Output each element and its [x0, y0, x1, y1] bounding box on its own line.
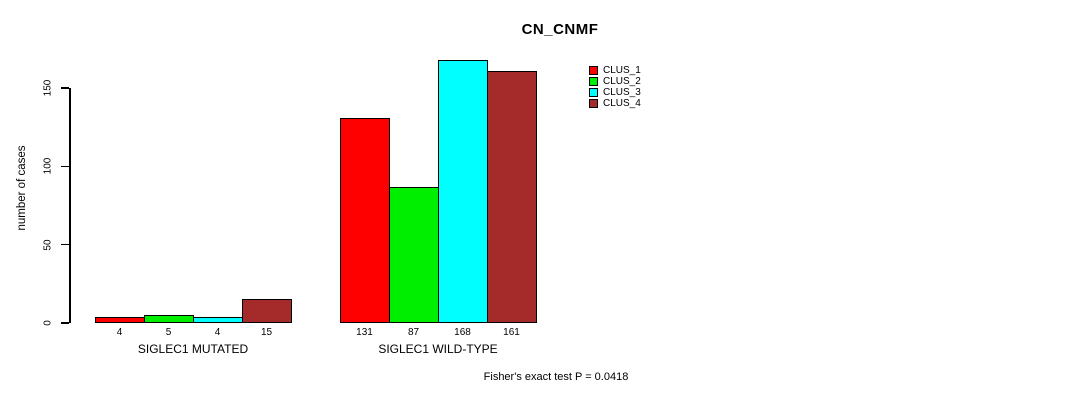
bar-clus_3-wildtype	[438, 59, 488, 323]
y-axis-tick	[61, 165, 69, 168]
bar-value-label: 131	[356, 327, 373, 338]
bar-value-label: 5	[165, 327, 172, 338]
bar-clus_1-wildtype	[340, 117, 390, 323]
bar-clus_4-mutated	[242, 299, 292, 323]
legend-swatch-icon	[589, 66, 598, 75]
y-axis-tick	[61, 243, 69, 246]
legend-label: CLUS_1	[603, 65, 641, 76]
bar-clus_2-mutated	[144, 315, 194, 323]
bar-clus_3-mutated	[193, 316, 243, 323]
y-axis-tick-label: 100	[42, 157, 54, 175]
category-label-mutated: SIGLEC1 MUTATED	[137, 342, 249, 356]
legend-label: CLUS_3	[603, 87, 641, 98]
bar-value-label: 161	[503, 327, 520, 338]
legend-label: CLUS_2	[603, 76, 641, 87]
bar-clus_4-wildtype	[487, 70, 537, 323]
y-axis-tick-label: 150	[42, 79, 54, 97]
y-axis-tick	[61, 87, 69, 89]
y-axis-label: number of cases	[16, 145, 28, 231]
category-label-wildtype: SIGLEC1 WILD-TYPE	[378, 342, 498, 356]
y-axis-line	[69, 87, 71, 323]
legend-swatch-icon	[589, 77, 598, 86]
bar-value-label: 87	[407, 327, 420, 338]
legend-swatch-icon	[589, 88, 598, 97]
y-axis-tick	[61, 322, 69, 324]
bar-clus_2-wildtype	[389, 186, 439, 323]
y-axis-tick-label: 0	[42, 320, 54, 326]
y-axis-tick-label: 50	[42, 239, 54, 251]
chart-title: CN_CNMF	[521, 21, 599, 38]
bar-value-label: 4	[116, 327, 123, 338]
annotation-text: Fisher's exact test P = 0.0418	[483, 371, 629, 383]
bar-value-label: 4	[214, 327, 221, 338]
bar-value-label: 168	[454, 327, 471, 338]
legend-label: CLUS_4	[603, 98, 641, 109]
bar-clus_1-mutated	[95, 316, 145, 323]
legend-swatch-icon	[589, 99, 598, 108]
bar-value-label: 15	[260, 327, 273, 338]
